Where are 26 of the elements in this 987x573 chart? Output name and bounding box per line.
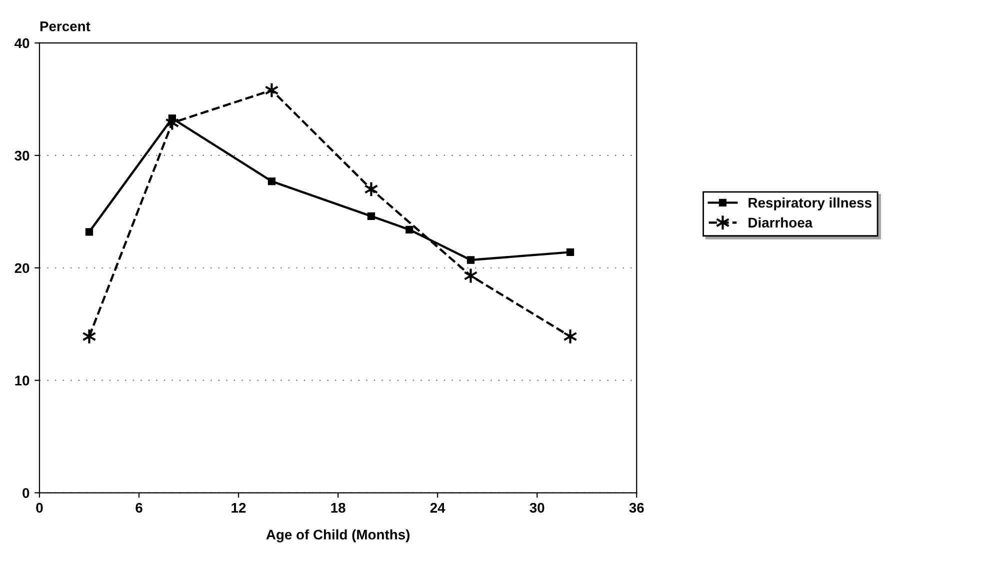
y-tick-label: 20: [14, 263, 30, 274]
point: [364, 181, 378, 198]
x-tick-label: 36: [629, 502, 644, 513]
y-tick-label: 0: [22, 488, 30, 498]
legend-label: Respiratory illness: [748, 197, 872, 210]
y-tick-label: 30: [14, 150, 30, 161]
x-tick-label: 24: [430, 502, 446, 513]
y-tick-label: 40: [14, 38, 30, 48]
x-tick-label: 0: [36, 502, 43, 513]
point: [367, 212, 376, 220]
legend-label: Diarrhoea: [748, 217, 813, 228]
point: [464, 268, 478, 284]
y-tick-label: 10: [15, 376, 30, 386]
x-tick-label: 12: [232, 502, 246, 513]
y-axis-title: Percent: [40, 22, 90, 32]
x-tick-label: 18: [331, 502, 346, 513]
point: [82, 328, 96, 344]
point: [563, 328, 578, 344]
point: [406, 226, 414, 234]
x-axis-title: Age of Child (Months): [266, 529, 410, 542]
point: [85, 228, 94, 236]
x-tick-label: 30: [530, 502, 544, 513]
point: [466, 256, 475, 264]
point: [566, 248, 574, 256]
point: [268, 177, 276, 186]
x-tick-label: 6: [136, 502, 142, 513]
